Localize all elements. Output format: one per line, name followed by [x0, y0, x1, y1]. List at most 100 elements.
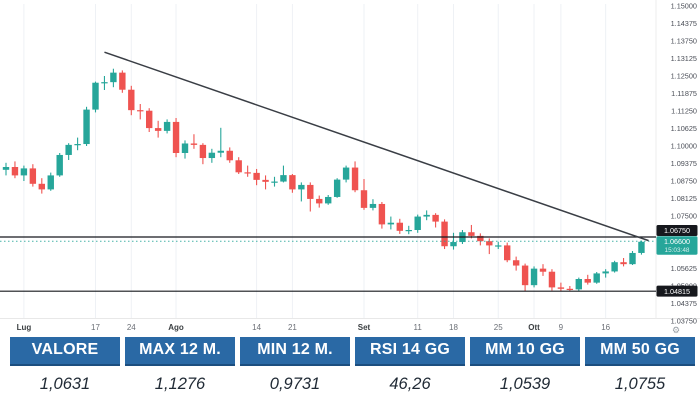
- price-level-badge: [656, 225, 698, 236]
- stat-value-mm-50gg: 1,0755: [614, 375, 666, 393]
- x-axis-tick: 14: [252, 323, 261, 332]
- price-level-badge: [656, 285, 698, 297]
- candle-body: [199, 144, 207, 159]
- x-axis-tick: Ago: [168, 323, 184, 332]
- candle-body: [74, 144, 81, 146]
- candle-body: [146, 110, 153, 129]
- candle-body: [154, 128, 162, 131]
- y-axis-tick: 1.03750: [671, 317, 697, 326]
- candle-body: [521, 265, 529, 286]
- stat-header-mm-50gg: MM 50 GG: [585, 337, 695, 366]
- y-axis-tick: 1.10625: [671, 124, 697, 133]
- candle-body: [83, 109, 90, 145]
- y-axis-tick: 1.08750: [671, 177, 697, 186]
- y-axis-tick: 1.11875: [671, 89, 697, 98]
- candle-body: [369, 203, 377, 208]
- candle-body: [477, 235, 484, 242]
- x-axis-tick: 11: [414, 323, 423, 332]
- candle-body: [56, 154, 63, 176]
- x-axis-tick: 9: [559, 323, 564, 332]
- candle-body: [47, 175, 54, 190]
- stat-header-max-12m: MAX 12 M.: [125, 337, 235, 366]
- y-axis-tick: 1.13125: [671, 54, 697, 63]
- descending-trendline: [104, 51, 649, 242]
- gear-icon[interactable]: ⚙: [672, 325, 680, 335]
- candle-body: [101, 82, 108, 84]
- current-price-badge: [656, 236, 698, 255]
- candle-body: [208, 152, 216, 159]
- candlestick-chart[interactable]: 1.15000 1.14375 1.13750 1.13125 1.12500 1.118…: [0, 0, 700, 336]
- candle-body: [244, 172, 251, 174]
- candle-body: [548, 271, 556, 288]
- x-axis-tick: Set: [358, 323, 371, 332]
- candle-body: [298, 184, 305, 190]
- candle-body: [450, 242, 457, 247]
- candle-body: [289, 175, 296, 190]
- candle-body: [20, 168, 28, 176]
- stat-header-valore: VALORE: [10, 337, 120, 366]
- stat-header-min-12m: MIN 12 M.: [240, 337, 350, 366]
- stats-table: VALORE MAX 12 M. MIN 12 M. RSI 14 GG MM …: [10, 337, 695, 400]
- y-axis-tick: 1.14375: [671, 19, 697, 28]
- x-axis-tick: Lug: [17, 323, 32, 332]
- candle-body: [557, 287, 565, 289]
- stat-header-rsi-14gg: RSI 14 GG: [355, 337, 465, 366]
- candle-body: [271, 181, 278, 183]
- stat-header-mm-10gg: MM 10 GG: [470, 337, 580, 366]
- candle-body: [512, 260, 520, 266]
- candle-body: [280, 175, 287, 182]
- candle-body: [486, 241, 493, 246]
- candle-body: [11, 167, 19, 176]
- y-axis-tick: 1.07500: [671, 212, 697, 221]
- candle-body: [342, 167, 350, 180]
- candle-body: [432, 214, 439, 222]
- candle-body: [128, 89, 135, 111]
- y-axis-tick: 1.10000: [671, 142, 697, 151]
- y-axis-tick: 1.04375: [671, 299, 697, 308]
- y-axis-tick: 1.12500: [671, 72, 697, 81]
- candle-body: [495, 245, 502, 247]
- candle-body: [253, 172, 260, 180]
- candle-body: [325, 196, 332, 204]
- stat-value-min-12m: 0,9731: [269, 375, 321, 393]
- candle-body: [405, 230, 412, 232]
- candle-body: [530, 268, 538, 286]
- candle-body: [602, 271, 609, 274]
- candles-layer: [2, 68, 645, 292]
- candle-body: [539, 268, 547, 272]
- candle-body: [217, 150, 224, 153]
- candle-body: [629, 252, 636, 265]
- candle-body: [235, 160, 242, 173]
- candle-body: [378, 203, 386, 225]
- candle-body: [29, 168, 37, 184]
- candle-body: [414, 216, 421, 230]
- candle-body: [226, 150, 233, 161]
- candle-body: [441, 221, 448, 247]
- stat-value-mm-10gg: 1,0539: [499, 375, 551, 393]
- candle-body: [2, 167, 10, 170]
- candle-body: [584, 279, 591, 283]
- candle-body: [396, 222, 403, 231]
- y-axis-tick: 1.15000: [671, 2, 697, 11]
- candle-body: [110, 72, 117, 83]
- candle-body: [566, 288, 574, 290]
- current-price-badge-label: 1.06600: [664, 237, 690, 246]
- candle-body: [38, 183, 45, 190]
- candle-body: [92, 82, 99, 110]
- current-price-countdown: 15:03:48: [665, 247, 690, 254]
- candle-body: [137, 110, 144, 112]
- candle-body: [638, 241, 645, 253]
- candle-body: [307, 184, 314, 199]
- candle-body: [172, 121, 180, 153]
- candle-body: [163, 121, 171, 131]
- candle-body: [316, 198, 323, 204]
- y-axis-tick: 1.05625: [671, 264, 697, 273]
- candle-body: [262, 179, 269, 182]
- y-axis-tick: 1.09375: [671, 159, 697, 168]
- candle-body: [360, 190, 368, 208]
- y-axis-tick: 1.08125: [671, 194, 697, 203]
- candle-body: [190, 143, 198, 145]
- x-axis-tick: 25: [494, 323, 503, 332]
- candle-body: [181, 143, 189, 153]
